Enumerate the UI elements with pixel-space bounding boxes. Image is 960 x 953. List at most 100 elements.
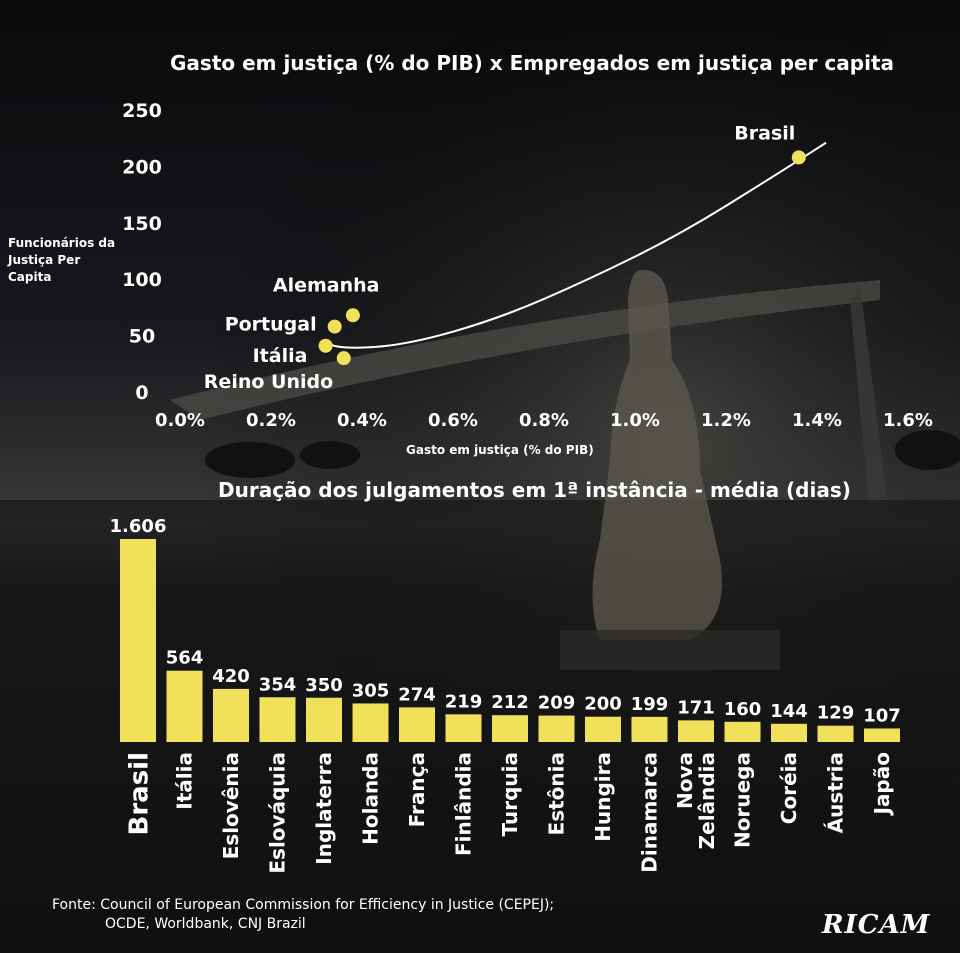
y-tick-label: 100 <box>122 269 162 291</box>
bar-value-label: 200 <box>584 694 622 715</box>
bar-value-label: 144 <box>770 701 808 722</box>
bar-value-label: 171 <box>677 697 715 718</box>
y-tick-label: 250 <box>122 100 162 122</box>
svg-text:Inglaterra: Inglaterra <box>312 752 336 865</box>
category-label: Itália <box>173 752 197 810</box>
category-label: Turquia <box>498 752 522 836</box>
x-tick-label: 1.2% <box>701 410 751 431</box>
scatter-y-axis-label: Funcionários da Justiça Per Capita <box>8 236 116 284</box>
category-label: Dinamarca <box>638 752 662 873</box>
bar <box>306 697 342 742</box>
scatter-chart: 0 50 100 150 200 250 0.0% 0.2% 0.4% 0.6% 0.8% 1.0% 1… <box>122 100 933 431</box>
svg-text:Zelândia: Zelândia <box>695 752 719 849</box>
bar <box>213 688 249 742</box>
category-label: Coréia <box>777 752 801 824</box>
bar <box>864 728 900 742</box>
bar-value-label: 209 <box>538 693 576 714</box>
point-label: Alemanha <box>273 274 380 296</box>
bar <box>352 703 389 742</box>
bar <box>445 714 482 742</box>
bar-value-label: 160 <box>724 699 762 720</box>
bar <box>631 716 668 742</box>
bar <box>399 707 435 742</box>
category-label: Brasil <box>124 752 154 835</box>
bar-value-label: 305 <box>352 680 390 701</box>
category-label: Áustria <box>824 752 848 833</box>
svg-text:Noruega: Noruega <box>731 752 755 848</box>
svg-text:Japão: Japão <box>870 752 894 817</box>
bar <box>724 721 761 742</box>
y-tick-label: 200 <box>122 156 162 178</box>
category-label: Inglaterra <box>312 752 336 865</box>
x-tick-label: 0.6% <box>428 410 478 431</box>
trend-line <box>320 141 827 349</box>
category-label: França <box>405 752 429 827</box>
category-label: Noruega <box>731 752 755 848</box>
point-label: Portugal <box>225 314 317 336</box>
x-tick-label: 1.6% <box>883 410 933 431</box>
y-tick-label: 150 <box>122 213 162 235</box>
x-tick-label: 1.4% <box>792 410 842 431</box>
scatter-point <box>327 319 342 334</box>
bar <box>817 725 854 742</box>
svg-text:França: França <box>405 752 429 827</box>
category-label: Finlândia <box>452 752 476 856</box>
bar <box>678 720 714 742</box>
scatter-point <box>318 338 333 353</box>
bar-value-label: 420 <box>212 666 250 687</box>
svg-text:Holanda: Holanda <box>359 752 383 845</box>
scatter-x-axis-label: Gasto em justiça (% do PIB) <box>406 443 594 457</box>
bar <box>585 716 621 742</box>
point-label: Brasil <box>734 122 795 144</box>
point-label: Reino Unido <box>204 371 333 393</box>
bar <box>492 715 528 742</box>
bar-value-label: 1.606 <box>110 516 167 537</box>
category-label: Estônia <box>545 752 569 835</box>
bar-value-label: 212 <box>491 692 529 713</box>
svg-text:Nova: Nova <box>673 752 697 809</box>
ricam-logo: RICAM <box>822 910 931 940</box>
x-tick-label: 0.2% <box>246 410 296 431</box>
bar-chart-title: Duração dos julgamentos em 1ª instância … <box>218 478 851 502</box>
bar-value-label: 129 <box>817 703 855 724</box>
category-label: Japão <box>870 752 894 817</box>
bar-value-label: 354 <box>259 674 297 695</box>
bar-value-label: 219 <box>445 691 483 712</box>
category-label: Eslovênia <box>219 752 243 859</box>
bar <box>259 697 296 742</box>
svg-text:Estônia: Estônia <box>545 752 569 835</box>
scatter-point <box>345 308 360 323</box>
category-label: Holanda <box>359 752 383 845</box>
y-tick-label: 0 <box>135 382 148 404</box>
svg-text:Brasil: Brasil <box>124 752 154 835</box>
bar-value-label: 350 <box>305 675 343 696</box>
x-tick-label: 0.4% <box>337 410 387 431</box>
bar <box>166 670 203 742</box>
svg-text:Coréia: Coréia <box>777 752 801 824</box>
source-citation: Fonte: Council of European Commission fo… <box>52 896 554 934</box>
category-label: Eslováquia <box>266 752 290 874</box>
source-line-2: OCDE, Worldbank, CNJ Brazil <box>105 916 306 932</box>
bar <box>538 715 575 742</box>
source-line-1: Fonte: Council of European Commission fo… <box>52 897 555 913</box>
bar-value-label: 199 <box>631 694 669 715</box>
svg-text:Hungira: Hungira <box>591 752 615 842</box>
svg-text:Turquia: Turquia <box>498 752 522 836</box>
svg-text:Eslováquia: Eslováquia <box>266 752 290 874</box>
bar-value-label: 107 <box>863 705 901 726</box>
scatter-point <box>336 351 351 366</box>
y-tick-label: 50 <box>129 326 155 348</box>
svg-text:Áustria: Áustria <box>824 752 848 833</box>
bar <box>771 723 807 742</box>
scatter-chart-title: Gasto em justiça (% do PIB) x Empregados… <box>170 51 895 75</box>
x-tick-label: 0.8% <box>519 410 569 431</box>
category-label: Hungira <box>591 752 615 842</box>
x-tick-label: 0.0% <box>155 410 205 431</box>
bar <box>120 539 156 742</box>
bar-value-label: 564 <box>166 648 204 669</box>
svg-text:Itália: Itália <box>173 752 197 810</box>
bar-value-label: 274 <box>398 684 436 705</box>
bar-chart: 1.606 Brasil 564 Itália 420 Eslovênia 354 Eslov… <box>110 516 901 874</box>
svg-text:Eslovênia: Eslovênia <box>219 752 243 859</box>
